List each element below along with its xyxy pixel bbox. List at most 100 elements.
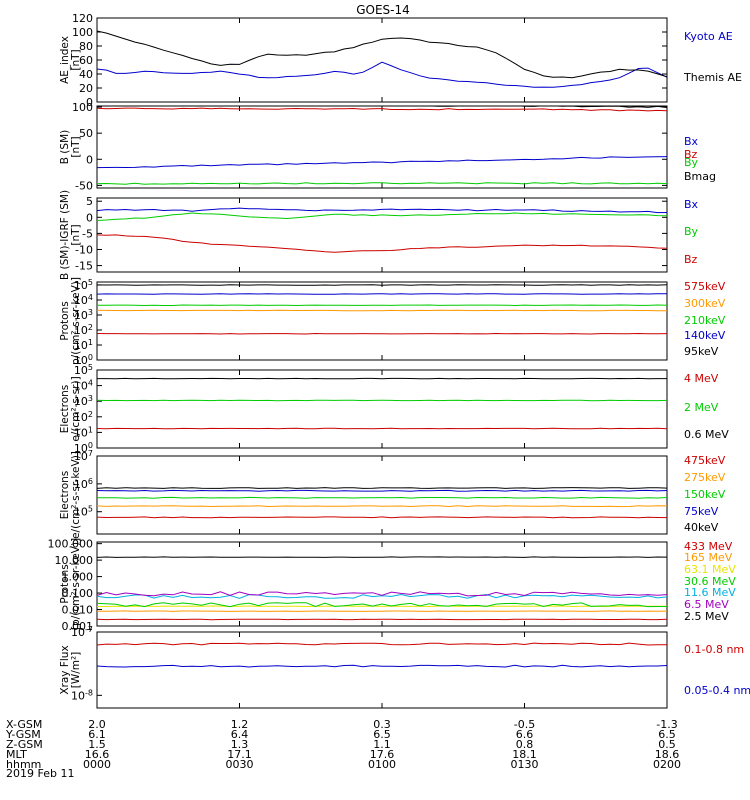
- legend-entry: Bx: [684, 198, 699, 211]
- footer-value: 0.8: [516, 738, 534, 751]
- legend-entry: 2.5 MeV: [684, 610, 729, 623]
- legend-entry: 150keV: [684, 488, 726, 501]
- y-tick-label: 0: [86, 153, 93, 166]
- panel-frame: [96, 369, 668, 449]
- legend-entry: 75keV: [684, 505, 719, 518]
- footer-value: 2.0: [88, 718, 106, 731]
- footer-value: 0.5: [658, 738, 676, 751]
- footer-date: 2019 Feb 11: [6, 767, 74, 780]
- series-line: [97, 610, 667, 612]
- footer-value: 1.5: [88, 738, 106, 751]
- series-line: [97, 642, 667, 646]
- legend-entry: 433 MeV: [684, 540, 733, 553]
- y-tick-label: -5: [82, 227, 93, 240]
- footer-row-label: MLT: [6, 748, 27, 761]
- series-line: [97, 182, 667, 185]
- legend-entry: Bmag: [684, 170, 716, 183]
- series-line: [97, 61, 667, 88]
- series-line: [97, 487, 667, 489]
- footer-value: 18.6: [655, 748, 680, 761]
- legend-entry: Bx: [684, 135, 699, 148]
- footer-value: 0030: [226, 758, 254, 771]
- y-tick-label: 10.000: [55, 554, 94, 567]
- panel-frame: [96, 17, 668, 103]
- y-tick-label: 0.010: [62, 604, 94, 617]
- legend-entry: 300keV: [684, 297, 726, 310]
- panel-frame: [96, 455, 668, 535]
- panel-3: -15 -10 -5 0 5 B (SM)-IGRF (SM)[nT] Bx By Bz: [59, 190, 699, 280]
- y-tick-label: 40: [79, 68, 93, 81]
- series-line: [97, 664, 667, 668]
- panel-7: 0.001 0.010 0.100 1.000 10.000 100.000Protons…: [48, 538, 737, 633]
- ephemeris-footer: X-GSM Y-GSM Z-GSM MLT hhmm 2019 Feb 11 2…: [5, 718, 681, 780]
- y-tick-label: -10: [75, 243, 93, 256]
- legend-entry: 2 MeV: [684, 401, 719, 414]
- y-tick-label: 0: [86, 211, 93, 224]
- legend-entry: 11.6 MeV: [684, 586, 736, 599]
- series-line: [97, 332, 667, 335]
- legend-entry: 40keV: [684, 521, 719, 534]
- series-line: [97, 30, 667, 79]
- footer-value: 18.1: [512, 748, 537, 761]
- footer-value: 0000: [83, 758, 111, 771]
- y-axis-label: Protonsp/(cm²-s-sr-keV)]: [59, 277, 82, 365]
- legend-entry: 0.6 MeV: [684, 428, 729, 441]
- footer-value: -1.3: [656, 718, 677, 731]
- series-line: [97, 212, 667, 221]
- footer-value: 6.6: [516, 728, 534, 741]
- y-axis-label: B (SM)[nT]: [59, 130, 82, 164]
- y-axis-label: B (SM)-IGRF (SM)[nT]: [59, 190, 82, 280]
- y-tick-label: 100: [72, 101, 93, 114]
- legend-entry: 0.1-0.8 nm: [684, 643, 744, 656]
- y-tick-label: 100: [72, 26, 93, 39]
- series-line: [97, 156, 667, 169]
- legend-entry: 275keV: [684, 471, 726, 484]
- footer-value: 6.5: [658, 728, 676, 741]
- footer-row-label: hhmm: [6, 758, 41, 771]
- legend-entry: Bz: [684, 148, 698, 161]
- y-tick-label: 60: [79, 54, 93, 67]
- series-line: [97, 556, 667, 558]
- series-line: [97, 496, 667, 499]
- legend-entry: 30.6 MeV: [684, 575, 736, 588]
- chart-title: GOES-14: [356, 3, 410, 17]
- series-line: [97, 516, 667, 519]
- series-line: [97, 304, 667, 307]
- y-tick-label: -50: [75, 179, 93, 192]
- y-axis-label: Electronse/(cm²-s-sr)]: [59, 376, 82, 441]
- series-line: [97, 399, 667, 402]
- y-tick-label: 20: [79, 82, 93, 95]
- panel-8: 10-8 10-7 Xray Flux[W/m²] 0.1-0.8 nm 0.05-0.…: [59, 625, 750, 709]
- legend-entry: 63.1 MeV: [684, 563, 736, 576]
- series-line: [97, 591, 667, 597]
- series-line: [97, 602, 667, 608]
- footer-value: 6.1: [88, 728, 106, 741]
- series-line: [97, 107, 667, 112]
- series-line: [97, 234, 667, 253]
- footer-value: 1.2: [231, 718, 249, 731]
- y-axis-label: Protons[p/(cm²-s-sr-keV)]: [59, 538, 82, 630]
- y-tick-label: 0.001: [62, 620, 94, 633]
- legend-entry: Bz: [684, 253, 698, 266]
- y-tick-label: 0: [86, 96, 93, 109]
- legend-entry: 95keV: [684, 345, 719, 358]
- panel-5: 100101102103104105Electronse/(cm²-s-sr)]…: [59, 363, 729, 455]
- legend-entry: 140keV: [684, 329, 726, 342]
- legend-entry: By: [684, 156, 699, 169]
- footer-row-label: Y-GSM: [5, 728, 41, 741]
- legend-entry: 575keV: [684, 280, 726, 293]
- footer-row-label: Z-GSM: [6, 738, 43, 751]
- footer-value: 17.6: [370, 748, 395, 761]
- y-tick-label: 10-7: [71, 625, 93, 639]
- panel-4: 100101102103104105Protonsp/(cm²-s-sr-keV…: [59, 277, 726, 367]
- footer-value: 0100: [368, 758, 396, 771]
- legend-entry: 165 MeV: [684, 551, 733, 564]
- y-tick-label: 5: [86, 195, 93, 208]
- legend-entry: 6.5 MeV: [684, 598, 729, 611]
- y-tick-label: 105: [74, 363, 93, 377]
- footer-value: 17.1: [227, 748, 252, 761]
- footer-value: 16.6: [85, 748, 110, 761]
- legend-entry: 475keV: [684, 454, 726, 467]
